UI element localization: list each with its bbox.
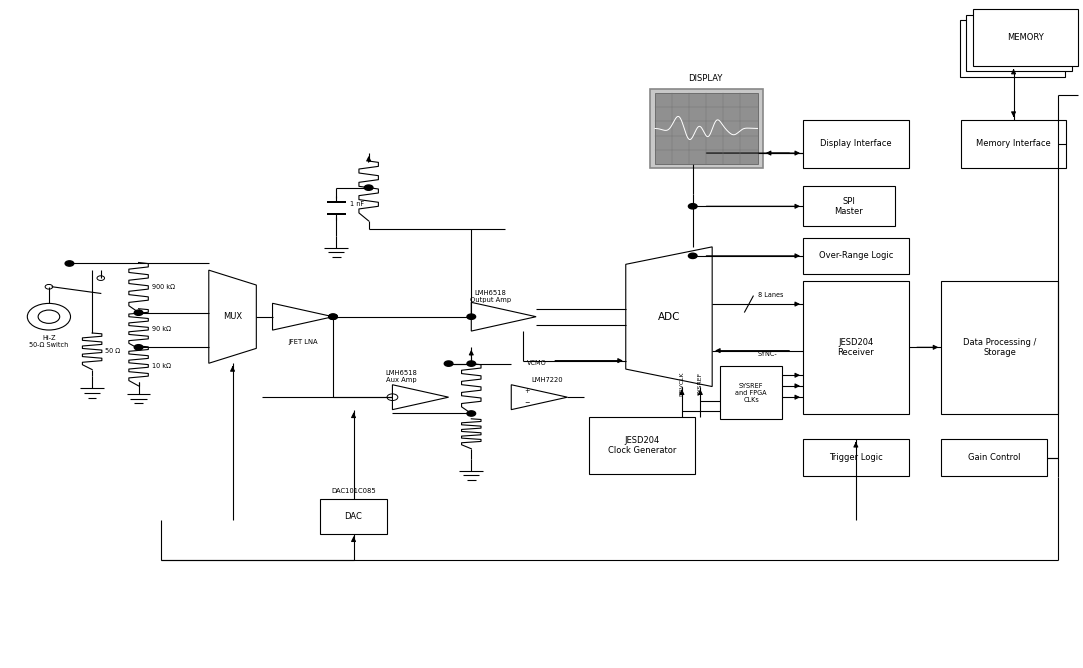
Text: JFET LNA: JFET LNA <box>288 339 317 345</box>
Circle shape <box>689 253 697 259</box>
Circle shape <box>329 314 337 319</box>
Text: DEVCLK: DEVCLK <box>679 371 684 396</box>
Text: MEMORY: MEMORY <box>1007 33 1044 42</box>
Circle shape <box>467 361 475 366</box>
Text: −: − <box>524 400 530 406</box>
Circle shape <box>444 361 453 366</box>
Text: 900 kΩ: 900 kΩ <box>152 285 174 291</box>
Text: ADC: ADC <box>657 312 680 322</box>
Text: Trigger Logic: Trigger Logic <box>828 453 883 462</box>
Text: SYSREF
and FPGA
CLKs: SYSREF and FPGA CLKs <box>735 383 767 403</box>
Text: 90 kΩ: 90 kΩ <box>152 326 170 332</box>
Text: Gain Control: Gain Control <box>968 453 1020 462</box>
Text: +: + <box>524 388 530 394</box>
Bar <box>973 9 1079 66</box>
Bar <box>961 120 1067 168</box>
Text: DAC101C085: DAC101C085 <box>331 488 376 494</box>
Bar <box>589 417 695 474</box>
Circle shape <box>467 411 475 416</box>
Circle shape <box>329 314 337 319</box>
Text: Display Interface: Display Interface <box>820 139 891 148</box>
Text: Memory Interface: Memory Interface <box>976 139 1051 148</box>
Text: Over-Range Logic: Over-Range Logic <box>819 251 893 261</box>
Text: SYSREF: SYSREF <box>697 372 703 395</box>
Text: 50 Ω: 50 Ω <box>105 348 120 354</box>
Text: MUX: MUX <box>223 312 243 321</box>
Text: JESD204
Receiver: JESD204 Receiver <box>837 337 874 357</box>
Bar <box>803 120 909 168</box>
Text: LMH7220: LMH7220 <box>531 377 563 383</box>
Bar <box>655 93 757 164</box>
Text: LMH6518
Aux Amp: LMH6518 Aux Amp <box>386 370 417 383</box>
Circle shape <box>467 314 475 319</box>
Text: Hi-Z
50-Ω Switch: Hi-Z 50-Ω Switch <box>29 335 68 348</box>
Bar <box>720 366 782 419</box>
Circle shape <box>134 310 143 315</box>
Bar <box>803 238 909 274</box>
Text: 10 kΩ: 10 kΩ <box>152 363 170 369</box>
Circle shape <box>689 204 697 209</box>
Bar <box>321 499 387 534</box>
Bar <box>650 90 762 168</box>
Text: LMH6518
Output Amp: LMH6518 Output Amp <box>470 290 511 303</box>
Text: 1 nF: 1 nF <box>350 201 364 207</box>
Circle shape <box>65 261 74 266</box>
Bar <box>960 20 1066 77</box>
Bar <box>941 439 1047 476</box>
Text: JESD204
Clock Generator: JESD204 Clock Generator <box>608 436 676 455</box>
Bar <box>966 15 1072 71</box>
Bar <box>803 186 895 226</box>
Text: SYNC-: SYNC- <box>757 351 778 357</box>
Text: DAC: DAC <box>344 512 363 521</box>
Text: SPI
Master: SPI Master <box>834 196 863 216</box>
Text: DISPLAY: DISPLAY <box>689 74 722 83</box>
Circle shape <box>364 185 373 190</box>
Text: VCMO: VCMO <box>527 360 547 366</box>
Bar <box>803 281 909 414</box>
Bar <box>941 281 1058 414</box>
Text: 8 Lanes: 8 Lanes <box>757 292 783 298</box>
Text: Data Processing /
Storage: Data Processing / Storage <box>963 337 1036 357</box>
Bar <box>803 439 909 476</box>
Circle shape <box>134 345 143 350</box>
